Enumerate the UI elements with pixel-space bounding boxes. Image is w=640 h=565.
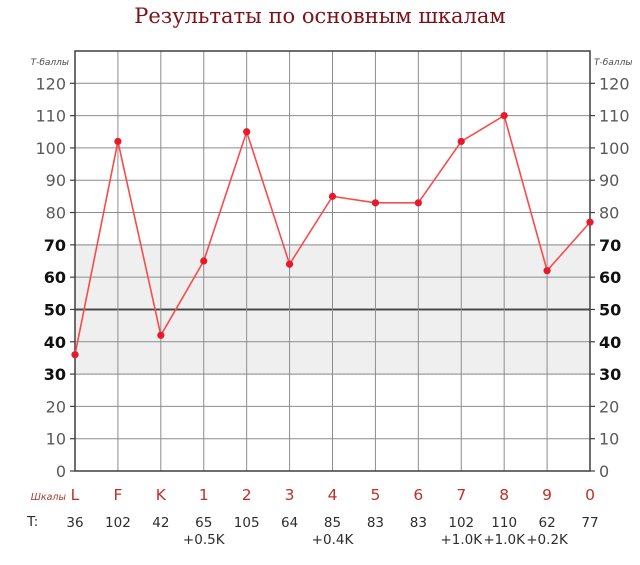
- y-tick-label-left: 10: [46, 430, 66, 449]
- y-tick-label-left: 90: [46, 171, 66, 190]
- y-tick-label-left: 80: [46, 204, 66, 223]
- y-tick-label-left: 20: [46, 397, 66, 416]
- y-tick-label-left: 110: [35, 107, 66, 126]
- x-scale-label: 7: [456, 486, 466, 504]
- t-value: 36: [66, 515, 83, 531]
- data-point-2: [243, 128, 251, 136]
- t-value: 42: [152, 515, 169, 531]
- data-point-7: [457, 137, 465, 146]
- y-tick-label-right: 90: [599, 171, 619, 190]
- t-value: 64: [281, 515, 298, 531]
- x-scale-label: 6: [413, 486, 423, 504]
- data-point-K: [157, 331, 165, 339]
- x-scale-label: 2: [242, 486, 252, 504]
- y-tick-label-right: 120: [599, 74, 630, 93]
- t-row-label: T:: [26, 514, 38, 530]
- t-value: 85: [324, 515, 341, 531]
- plot-border: [74, 50, 591, 472]
- t-value: 83: [367, 515, 384, 531]
- y-tick-label-left: 70: [44, 236, 66, 255]
- t-value: 62: [538, 515, 555, 531]
- k-correction: +1.0K: [483, 532, 526, 548]
- t-value: 102: [105, 515, 131, 531]
- data-point-F: [114, 137, 122, 146]
- y-tick-label-left: 40: [44, 333, 66, 352]
- y-tick-label-right: 80: [599, 204, 619, 223]
- y-tick-label-left: 30: [44, 365, 66, 384]
- data-point-3: [285, 260, 294, 268]
- y-tick-label-right: 0: [599, 462, 609, 481]
- page-title: Результаты по основным шкалам: [134, 4, 506, 28]
- data-point-9: [543, 267, 551, 275]
- y-tick-label-left: 100: [35, 139, 66, 158]
- y-tick-label-right: 110: [599, 107, 630, 126]
- x-axis-caption: Шкалы: [31, 492, 67, 503]
- data-point-6: [414, 199, 422, 207]
- x-scale-label: L: [71, 486, 80, 504]
- x-scale-label: 3: [285, 486, 295, 504]
- y-tick-label-right: 70: [599, 236, 621, 255]
- k-correction: +0.5K: [183, 532, 226, 548]
- t-value: 77: [581, 515, 598, 531]
- x-scale-label: 8: [499, 486, 509, 504]
- x-scale-label: 5: [370, 486, 380, 504]
- data-point-4: [328, 192, 337, 200]
- x-scale-label: 1: [199, 486, 209, 504]
- t-value: 105: [234, 515, 260, 531]
- y-tick-label-right: 50: [599, 300, 621, 319]
- x-scale-label: F: [113, 486, 122, 504]
- y-tick-label-right: 20: [599, 397, 619, 416]
- x-scale-label: 4: [328, 486, 338, 504]
- k-correction: +1.0K: [440, 532, 483, 548]
- t-value: 65: [195, 515, 212, 531]
- k-correction: +0.4K: [312, 532, 355, 548]
- y-axis-title-right: Т-баллы: [594, 58, 632, 68]
- k-correction: +0.2K: [526, 532, 569, 548]
- y-tick-label-right: 30: [599, 365, 621, 384]
- y-tick-label-right: 10: [599, 430, 619, 449]
- data-point-1: [200, 257, 208, 265]
- t-value: 102: [448, 515, 474, 531]
- y-axis-title-left: Т-баллы: [31, 58, 69, 68]
- y-tick-label-right: 40: [599, 333, 621, 352]
- y-tick-label-left: 60: [44, 268, 66, 287]
- x-scale-label: K: [156, 486, 167, 504]
- y-tick-label-right: 60: [599, 268, 621, 287]
- y-tick-label-left: 50: [44, 300, 66, 319]
- y-tick-label-right: 100: [599, 139, 630, 158]
- data-point-0: [586, 218, 594, 226]
- t-value: 83: [410, 515, 427, 531]
- x-scale-label: 0: [585, 486, 595, 504]
- x-scale-label: 9: [542, 486, 552, 504]
- t-value: 110: [491, 515, 517, 531]
- y-tick-label-left: 0: [56, 462, 66, 481]
- data-point-8: [500, 112, 508, 120]
- data-point-L: [71, 351, 79, 359]
- y-tick-label-left: 120: [35, 74, 66, 93]
- data-point-5: [371, 199, 380, 207]
